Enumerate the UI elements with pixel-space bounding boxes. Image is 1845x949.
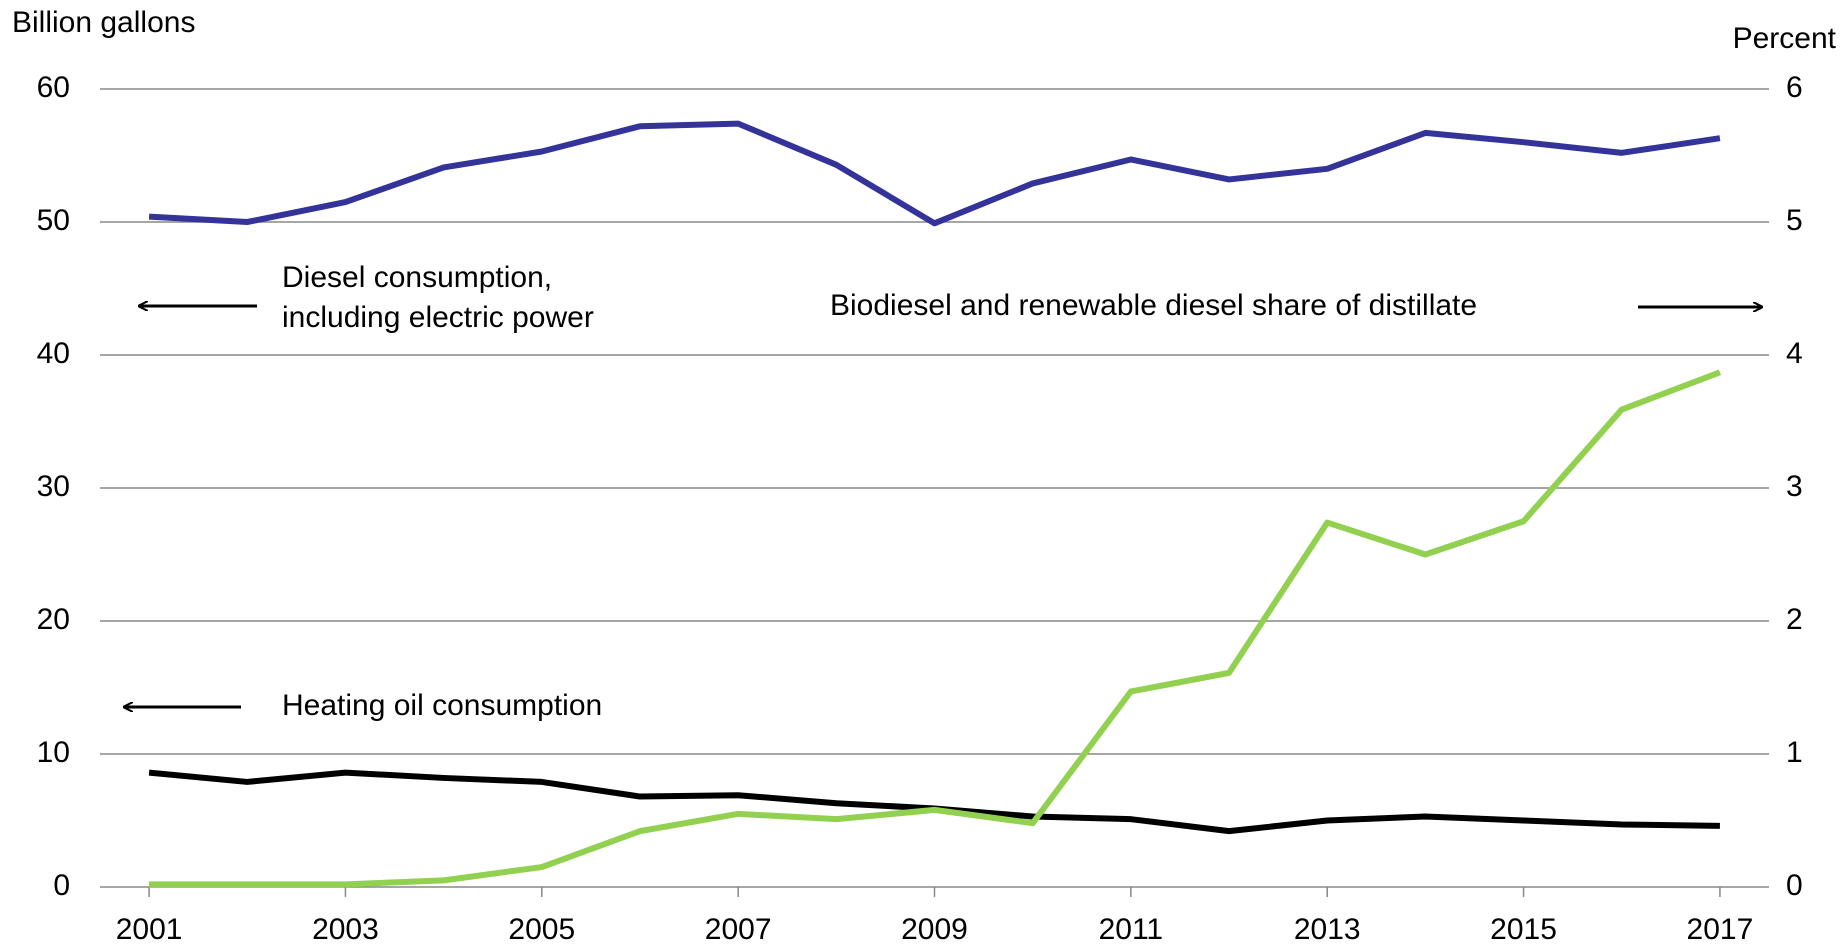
x-tick-label: 2007 [705,913,772,946]
y2-tick-label: 2 [1786,603,1803,636]
series-line [149,369,1721,888]
y-tick-label: 30 [37,470,70,503]
x-tick-label: 2003 [312,913,379,946]
series-line [148,769,1720,835]
y2-axis-label: Percent [1733,22,1837,55]
y-tick-label: 0 [53,869,70,902]
y-tick-label: 50 [37,204,70,237]
y-tick-label: 40 [37,337,70,370]
annotation: Diesel consumption, [282,261,552,294]
x-tick-label: 2001 [116,913,183,946]
y-tick-label: 10 [37,736,70,769]
y2-tick-label: 6 [1786,71,1803,104]
x-tick-label: 2011 [1099,913,1164,946]
x-tick-label: 2013 [1294,913,1361,946]
y-tick-label: 60 [37,71,70,104]
x-tick-label: 2005 [508,913,575,946]
annotation: Biodiesel and renewable diesel share of … [830,289,1477,322]
y2-tick-label: 4 [1786,337,1803,370]
y2-tick-label: 0 [1786,869,1803,902]
x-tick-label: 2009 [901,913,968,946]
annotation: Heating oil consumption [282,689,602,722]
y-axis-label: Billion gallons [12,6,195,39]
series-line [148,120,1721,227]
y2-tick-label: 1 [1786,736,1803,769]
y-tick-label: 20 [37,603,70,636]
annotation: including electric power [282,301,594,334]
y2-tick-label: 3 [1786,470,1803,503]
y2-tick-label: 5 [1786,204,1803,237]
x-tick-label: 2017 [1687,913,1754,946]
x-tick-label: 2015 [1490,913,1557,946]
